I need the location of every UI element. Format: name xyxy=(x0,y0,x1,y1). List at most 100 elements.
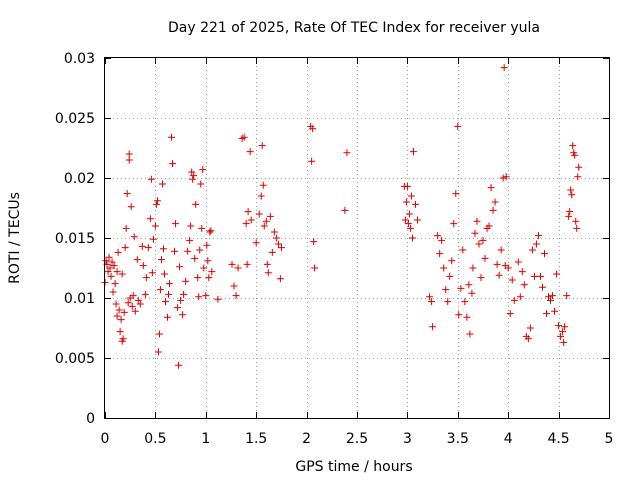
data-point xyxy=(408,234,416,242)
data-point xyxy=(161,298,169,306)
data-point xyxy=(404,220,412,228)
data-point xyxy=(465,281,473,289)
data-point xyxy=(309,125,317,133)
data-point xyxy=(234,264,242,272)
data-point xyxy=(506,310,514,318)
data-point xyxy=(446,272,454,280)
data-point xyxy=(194,274,202,282)
data-point xyxy=(117,316,125,324)
data-point xyxy=(530,272,538,280)
data-point xyxy=(119,335,127,343)
data-point xyxy=(473,217,481,225)
data-point xyxy=(452,190,460,198)
data-point xyxy=(105,253,113,261)
data-point xyxy=(157,256,165,264)
grid-lines xyxy=(105,58,609,418)
data-point xyxy=(125,156,133,164)
data-point xyxy=(500,64,508,72)
data-points xyxy=(101,64,583,369)
data-point xyxy=(560,338,568,346)
data-point xyxy=(510,296,518,304)
data-point xyxy=(187,222,195,230)
data-point xyxy=(524,335,532,343)
data-point xyxy=(310,238,318,246)
data-point xyxy=(442,286,450,294)
data-point xyxy=(308,157,316,165)
data-point xyxy=(196,246,204,254)
data-point xyxy=(123,190,131,198)
data-point xyxy=(568,191,576,199)
data-point xyxy=(561,323,569,331)
data-point xyxy=(497,246,505,254)
data-point xyxy=(165,290,173,298)
y-tick-label: 0.015 xyxy=(55,231,95,247)
data-point xyxy=(111,280,119,288)
data-point xyxy=(177,296,185,304)
data-point xyxy=(120,308,128,316)
data-point xyxy=(429,323,437,331)
data-point xyxy=(172,220,180,228)
data-point xyxy=(569,142,577,150)
data-point xyxy=(520,281,528,289)
data-point xyxy=(575,163,583,171)
data-point xyxy=(158,180,166,188)
data-point xyxy=(448,257,456,265)
data-point xyxy=(188,168,196,176)
data-point xyxy=(341,206,349,214)
data-point xyxy=(534,232,542,240)
data-point xyxy=(199,166,207,174)
data-point xyxy=(175,361,183,369)
data-point xyxy=(198,224,206,232)
data-point xyxy=(413,216,421,224)
data-point xyxy=(573,224,581,232)
data-point xyxy=(134,296,142,304)
data-point xyxy=(208,268,216,276)
data-point xyxy=(147,175,155,183)
data-point xyxy=(434,232,442,240)
data-point xyxy=(102,257,110,265)
data-point xyxy=(406,224,414,232)
data-point xyxy=(141,290,149,298)
data-point xyxy=(151,222,159,230)
data-point xyxy=(242,220,250,228)
data-point xyxy=(514,258,522,266)
data-point xyxy=(243,260,251,268)
data-point xyxy=(130,233,138,241)
data-point xyxy=(518,268,526,276)
data-point xyxy=(152,200,160,208)
data-point xyxy=(311,264,319,272)
data-point xyxy=(343,149,351,157)
data-point xyxy=(200,264,208,272)
data-point xyxy=(190,172,198,180)
data-point xyxy=(107,272,115,280)
data-point xyxy=(202,292,210,300)
data-point xyxy=(567,186,575,194)
data-point xyxy=(146,215,154,223)
data-point xyxy=(428,298,436,306)
data-point xyxy=(463,313,471,321)
data-point xyxy=(557,332,565,340)
data-point xyxy=(487,184,495,192)
x-tick-label: 3.5 xyxy=(447,431,469,447)
data-point xyxy=(247,216,255,224)
data-point xyxy=(495,271,503,279)
data-point xyxy=(154,348,162,356)
x-tick-label: 5 xyxy=(605,431,614,447)
data-point xyxy=(260,222,268,230)
data-point xyxy=(115,306,123,314)
data-point xyxy=(508,276,516,284)
data-point xyxy=(166,280,174,288)
data-point xyxy=(262,217,270,225)
data-point xyxy=(504,264,512,272)
data-point xyxy=(129,292,137,300)
y-tick-label: 0.02 xyxy=(64,171,95,187)
data-point xyxy=(186,236,194,244)
data-point xyxy=(106,264,114,272)
data-point xyxy=(207,227,215,235)
data-point xyxy=(491,198,499,206)
data-point xyxy=(405,210,413,218)
data-point xyxy=(113,268,121,276)
data-point xyxy=(574,173,582,181)
